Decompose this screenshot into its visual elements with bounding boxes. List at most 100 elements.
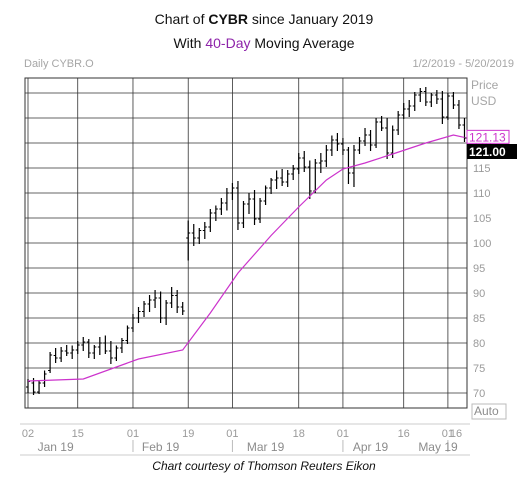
ohlc-bar	[456, 100, 461, 129]
ohlc-bar	[291, 165, 296, 180]
month-label: Feb 19	[142, 440, 180, 454]
ohlc-bar	[213, 205, 218, 221]
y-tick-label: 115	[473, 163, 491, 175]
ohlc-bar	[385, 118, 390, 159]
ohlc-bar	[440, 91, 445, 124]
ohlc-bar	[130, 314, 135, 332]
ohlc-bar	[258, 198, 263, 223]
y-tick-label: 105	[473, 213, 491, 225]
ohlc-bar	[42, 370, 47, 387]
x-tick-label: 02	[22, 428, 34, 440]
ohlc-bar	[462, 118, 467, 142]
y-tick-label: 90	[473, 288, 485, 300]
ohlc-bar	[324, 145, 329, 167]
ohlc-bar	[92, 345, 97, 359]
ohlc-bar	[114, 345, 119, 361]
x-tick-label: 18	[293, 428, 305, 440]
ohlc-bar	[357, 137, 362, 154]
ticker-symbol: CYBR	[208, 11, 249, 27]
month-label: Apr 19	[353, 440, 389, 454]
ohlc-bar	[401, 103, 406, 119]
last-close-box	[467, 144, 517, 159]
instrument-label: Daily CYBR.O	[24, 58, 94, 70]
ohlc-bar	[296, 153, 301, 174]
x-tick-label: 01	[337, 428, 349, 440]
ohlc-bar	[269, 178, 274, 194]
y-tick-label: 85	[473, 313, 485, 325]
chart-title-line-1: Chart of CYBR since January 2019	[0, 11, 528, 27]
x-tick-label: 01	[127, 428, 139, 440]
date-range-label: 1/2/2019 - 5/20/2019	[412, 58, 514, 70]
ohlc-bar	[412, 92, 417, 111]
ohlc-bar	[390, 125, 395, 158]
ohlc-bar	[346, 147, 351, 184]
ohlc-bar	[219, 198, 224, 215]
ohlc-bar	[252, 190, 257, 225]
ohlc-bar	[329, 135, 334, 156]
ohlc-bar	[208, 209, 213, 232]
ohlc-bar	[285, 170, 290, 187]
ohlc-bar	[197, 228, 202, 244]
ohlc-bar	[335, 133, 340, 151]
ohlc-bar	[147, 295, 152, 312]
ohlc-bar	[318, 153, 323, 173]
moving-average-line	[27, 134, 465, 382]
ohlc-bar	[445, 93, 450, 120]
ohlc-bar	[263, 185, 268, 205]
month-label: May 19	[418, 440, 458, 454]
ohlc-bar	[423, 87, 428, 106]
y-axis-title: Price	[471, 78, 499, 92]
chart-title-line-2: With 40-Day Moving Average	[0, 35, 528, 51]
ma-value-label: 121.13	[469, 130, 506, 144]
y-axis-unit: USD	[471, 94, 497, 108]
ohlc-bar	[340, 138, 345, 155]
title-prefix: Chart of	[154, 11, 209, 27]
ohlc-bar	[451, 92, 456, 109]
ohlc-bar	[429, 93, 434, 107]
x-tick-label: 19	[182, 428, 194, 440]
ohlc-bar	[125, 325, 130, 344]
x-tick-label: 01	[226, 428, 238, 440]
ohlc-bar	[81, 337, 86, 351]
ohlc-bar	[230, 183, 235, 200]
ohlc-bar	[407, 100, 412, 117]
ohlc-bar	[363, 128, 368, 146]
ohlc-bar	[186, 220, 191, 261]
ma-period-label: 40-Day	[205, 35, 251, 51]
title-suffix: since January 2019	[248, 11, 374, 27]
ohlc-bar	[142, 301, 147, 317]
ohlc-bar	[224, 188, 229, 211]
y-tick-label: 100	[473, 238, 491, 250]
x-tick-label: 16	[450, 428, 462, 440]
ohlc-bar	[247, 193, 251, 214]
y-tick-label: 95	[473, 263, 485, 275]
x-tick-label: 15	[72, 428, 84, 440]
ohlc-bar	[97, 337, 102, 355]
ohlc-bar	[158, 291, 163, 323]
ohlc-bar	[119, 338, 124, 353]
ohlc-bar	[368, 130, 373, 151]
x-tick-label: 16	[398, 428, 410, 440]
ohlc-bar	[64, 345, 69, 356]
y-tick-label: 110	[473, 188, 491, 200]
ohlc-bar	[241, 201, 246, 228]
ohlc-bar	[202, 222, 207, 239]
subtitle-suffix: Moving Average	[250, 35, 355, 51]
ohlc-bar	[175, 290, 180, 313]
ohlc-bar	[235, 181, 240, 230]
ohlc-bar	[274, 170, 279, 189]
ohlc-bar	[280, 169, 285, 186]
ohlc-bar	[136, 307, 141, 323]
ohlc-bar	[153, 290, 158, 308]
y-tick-label: 70	[473, 388, 485, 400]
auto-scale-label: Auto	[474, 404, 499, 418]
ohlc-bar	[434, 90, 439, 104]
last-close-label: 121.00	[469, 145, 506, 159]
ohlc-bar	[374, 118, 379, 148]
ohlc-bar	[108, 341, 113, 364]
ma-value-box	[466, 129, 510, 144]
y-tick-label: 75	[473, 363, 485, 375]
ohlc-bar	[75, 341, 80, 354]
ohlc-bar	[48, 352, 53, 373]
ohlc-bar	[53, 348, 58, 363]
